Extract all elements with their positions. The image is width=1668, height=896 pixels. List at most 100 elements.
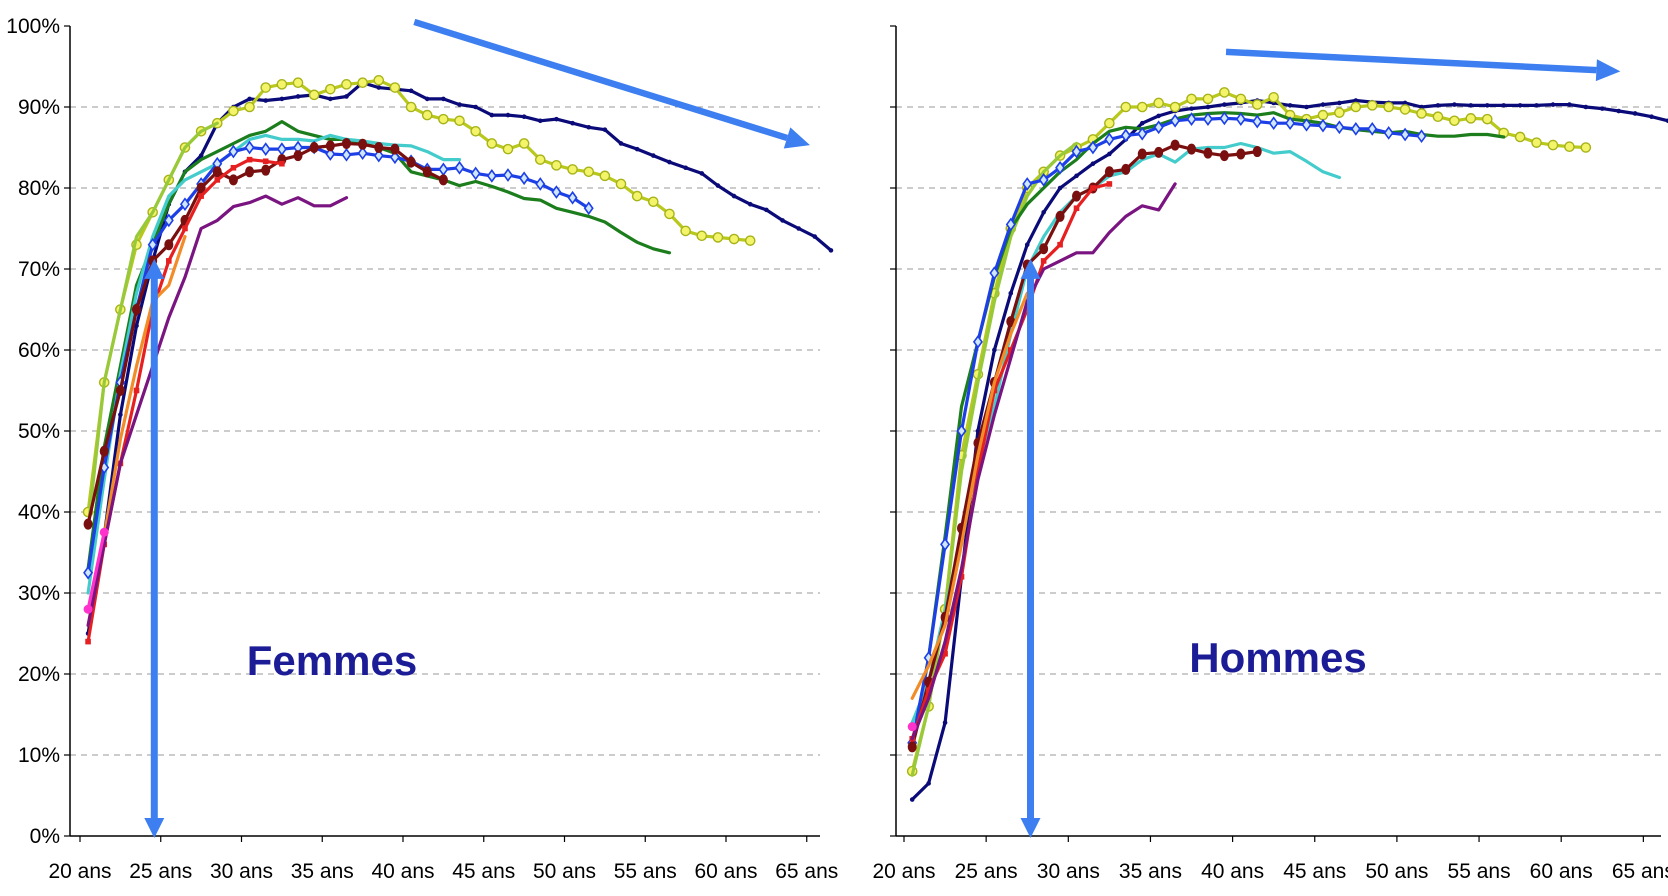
- data-point: [599, 170, 611, 182]
- data-point: [1534, 103, 1539, 108]
- data-point: [1350, 101, 1362, 113]
- data-point: [1170, 113, 1181, 128]
- data-point: [1649, 114, 1654, 120]
- data-point: [812, 234, 818, 239]
- data-point: [747, 201, 753, 207]
- data-point: [667, 159, 672, 165]
- series-line: [910, 141, 1079, 777]
- data-point: [680, 225, 691, 237]
- data-point: [583, 166, 595, 178]
- data-point: [1432, 111, 1444, 123]
- data-point: [907, 741, 917, 753]
- data-point: [422, 166, 432, 178]
- data-point: [357, 146, 368, 161]
- data-point: [1219, 87, 1230, 98]
- data-point: [502, 143, 514, 155]
- series-10: [907, 722, 917, 732]
- data-point: [1104, 166, 1114, 178]
- data-point: [1154, 146, 1164, 158]
- data-point: [648, 196, 659, 208]
- data-point: [1236, 148, 1246, 160]
- data-point: [344, 94, 349, 99]
- data-point: [1435, 103, 1441, 108]
- series-lines: [906, 87, 1668, 802]
- data-point: [1022, 177, 1033, 191]
- data-point: [470, 166, 481, 181]
- data-point: [1599, 106, 1605, 111]
- data-point: [1136, 101, 1148, 113]
- data-point: [712, 232, 724, 243]
- data-point: [926, 781, 931, 786]
- data-point: [228, 174, 238, 186]
- data-point: [166, 258, 172, 264]
- data-point: [1090, 185, 1096, 191]
- data-point: [1402, 100, 1408, 106]
- data-point: [373, 74, 385, 86]
- data-point: [1057, 241, 1063, 248]
- data-point: [1449, 115, 1460, 127]
- data-point: [164, 239, 174, 251]
- data-point: [389, 82, 401, 93]
- y-tick-label: 100%: [6, 15, 60, 38]
- series-5: [83, 140, 594, 580]
- data-point: [1007, 347, 1014, 353]
- data-point: [308, 89, 320, 101]
- data-point: [1468, 103, 1474, 108]
- data-point: [1320, 102, 1326, 107]
- data-point: [1055, 210, 1065, 222]
- data-point: [518, 138, 530, 149]
- series-9: [86, 194, 349, 628]
- arrow-head: [783, 127, 810, 149]
- data-point: [651, 153, 656, 158]
- data-point: [438, 113, 449, 125]
- data-point: [567, 190, 578, 205]
- data-point: [1350, 122, 1361, 136]
- data-point: [1024, 242, 1030, 247]
- data-point: [1005, 217, 1016, 232]
- data-point: [586, 124, 592, 130]
- data-point: [230, 164, 237, 171]
- data-point: [1202, 93, 1214, 105]
- data-point: [489, 112, 495, 118]
- series-line: [86, 133, 462, 595]
- data-point: [389, 150, 400, 165]
- data-point: [1252, 146, 1262, 158]
- data-point: [179, 197, 190, 212]
- data-point: [325, 83, 336, 95]
- series-8: [910, 291, 1029, 700]
- data-point: [909, 797, 915, 802]
- data-point: [1564, 141, 1575, 152]
- trend-arrow-annotation: [413, 18, 810, 149]
- data-point: [325, 147, 336, 161]
- x-tick-label: 40 ans: [371, 860, 434, 883]
- series-lines: [82, 74, 834, 645]
- series-2: [910, 141, 1079, 777]
- data-point: [1038, 173, 1049, 187]
- data-point: [1189, 106, 1194, 111]
- data-point: [992, 347, 997, 353]
- data-point: [1547, 139, 1559, 151]
- data-point: [975, 468, 981, 475]
- data-point: [664, 208, 675, 220]
- data-point: [118, 412, 123, 418]
- data-point: [133, 387, 140, 394]
- data-point: [438, 162, 449, 177]
- x-tick-label: 30 ans: [1037, 860, 1100, 883]
- series-4: [86, 133, 462, 595]
- x-tick-label: 65 ans: [775, 860, 838, 883]
- data-point: [907, 722, 917, 732]
- data-point: [244, 101, 255, 113]
- data-point: [1137, 126, 1148, 141]
- series-line: [86, 194, 349, 628]
- data-point: [406, 156, 416, 168]
- data-point: [1366, 100, 1378, 111]
- series-line: [86, 530, 106, 611]
- data-point: [1106, 181, 1113, 187]
- data-point: [1317, 109, 1329, 121]
- data-point: [1616, 108, 1622, 114]
- chart-panel-femmes: 0% 10% 20% 30% 40% 50% 60% 70% 80% 90% 100% 20 ans…: [6, 15, 838, 883]
- data-point: [1186, 112, 1197, 127]
- y-tick-label: 40%: [18, 501, 60, 524]
- x-tick-label: 55 ans: [614, 860, 677, 883]
- data-point: [1567, 102, 1572, 107]
